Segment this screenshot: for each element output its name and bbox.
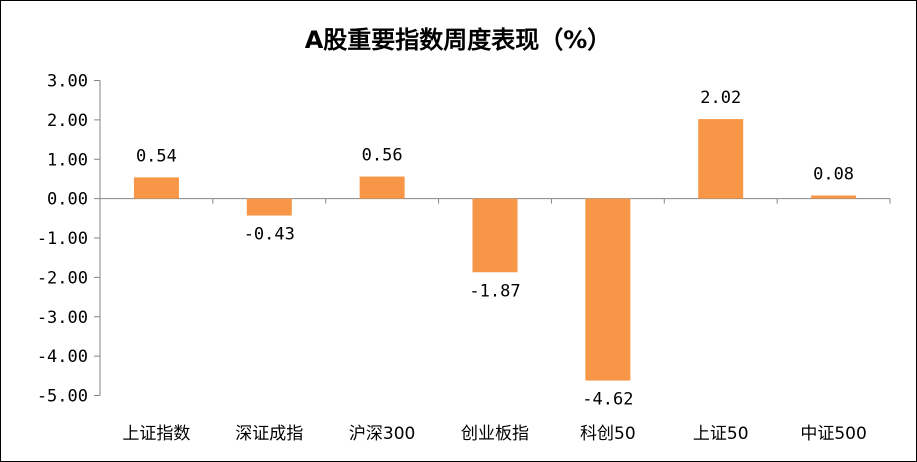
y-tick-label: 2.00 <box>47 111 88 131</box>
data-label: 0.08 <box>813 164 854 184</box>
x-tick-label: 创业板指 <box>461 424 529 444</box>
data-label: -1.87 <box>469 281 520 301</box>
x-tick-label: 上证50 <box>693 424 749 444</box>
bar <box>698 119 744 199</box>
data-label: 2.02 <box>700 88 741 108</box>
bar <box>811 195 857 199</box>
y-tick-label: -3.00 <box>37 308 88 328</box>
y-tick-label: -5.00 <box>37 387 88 407</box>
y-tick-label: -2.00 <box>37 268 88 288</box>
x-tick-label: 科创50 <box>580 424 636 444</box>
x-tick-label: 上证指数 <box>122 424 190 444</box>
chart-title: A股重要指数周度表现（%） <box>305 26 612 54</box>
y-tick-label: -1.00 <box>37 229 88 249</box>
bar <box>246 198 292 216</box>
x-axis: 上证指数 深证成指 沪深300 创业板指 科创50 上证50 中证500 <box>99 198 891 444</box>
data-labels: 0.54 -0.43 0.56 -1.87 -4.62 2.02 0.08 <box>136 88 854 409</box>
y-axis: 3.00 2.00 1.00 0.00 -1.00 -2.00 -3.00 -4.00 -5.0… <box>37 72 101 407</box>
bar-series <box>133 119 857 381</box>
y-tick-label: -4.00 <box>37 347 88 367</box>
bar <box>359 176 405 199</box>
y-tick-label: 1.00 <box>47 150 88 170</box>
data-label: 0.54 <box>136 146 177 166</box>
x-tick-label: 沪深300 <box>349 424 415 444</box>
data-label: -0.43 <box>244 225 295 245</box>
x-tick-label: 中证500 <box>800 424 866 444</box>
bar <box>472 198 518 273</box>
bar <box>585 198 631 381</box>
y-tick-label: 0.00 <box>47 190 88 210</box>
bar <box>133 177 179 199</box>
y-tick-label: 3.00 <box>47 72 88 92</box>
data-label: -4.62 <box>582 390 633 410</box>
data-label: 0.56 <box>362 146 403 166</box>
x-tick-label: 深证成指 <box>235 424 303 444</box>
